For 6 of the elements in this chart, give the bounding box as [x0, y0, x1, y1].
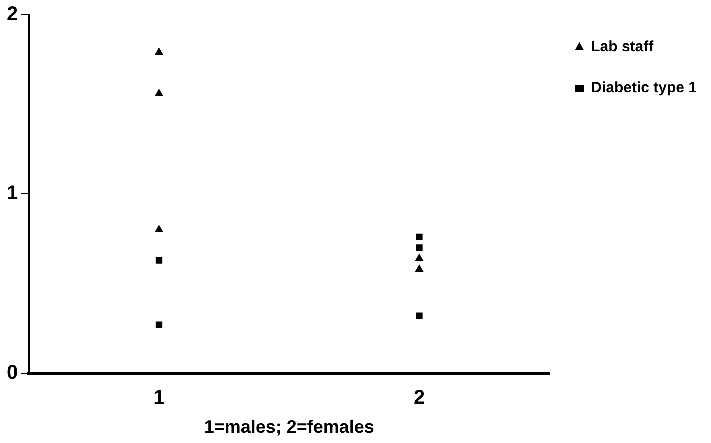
legend-label: Diabetic type 1 — [591, 80, 698, 97]
legend-label: Lab staff — [591, 38, 655, 56]
y-tick-label: 1 — [7, 182, 18, 205]
x-axis-title: 1=males; 2=females — [204, 417, 374, 438]
y-tick-label: 0 — [7, 362, 18, 384]
y-tick-label: 2 — [7, 4, 18, 26]
